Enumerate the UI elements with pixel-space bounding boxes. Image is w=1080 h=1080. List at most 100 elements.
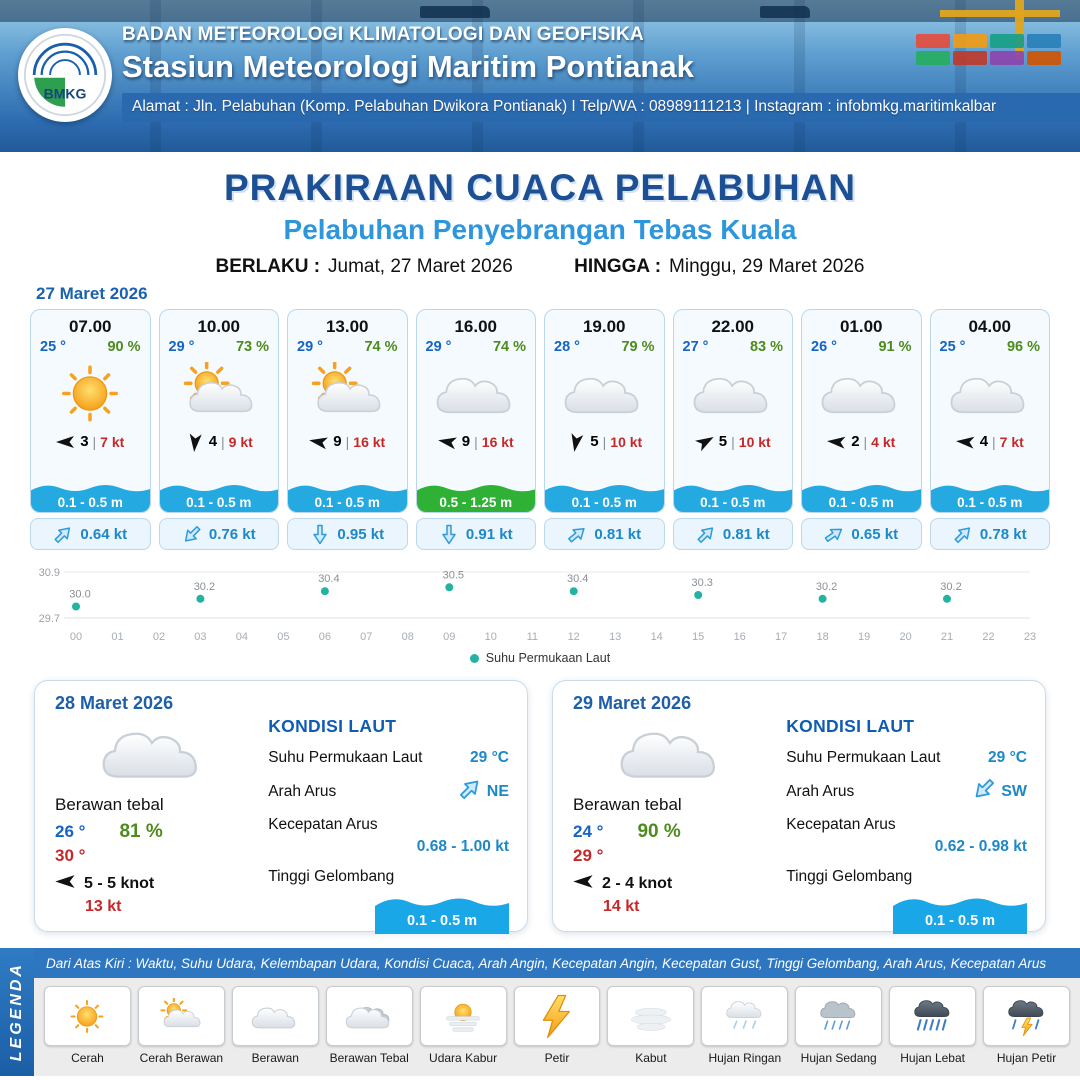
wave-height-label: Tinggi Gelombang xyxy=(786,868,913,885)
wind-row: 5 | 10 kt xyxy=(545,432,664,452)
legend-icon-overcast xyxy=(325,986,413,1046)
min-temperature: 24 ° xyxy=(573,822,604,841)
legend-item: Hujan Petir xyxy=(983,986,1070,1065)
wind-range: 5 - 5 knot xyxy=(84,875,155,892)
humidity: 79 % xyxy=(621,339,655,355)
wave-height-value: 0.1 - 0.5 m xyxy=(406,913,478,929)
svg-text:30.5: 30.5 xyxy=(443,569,464,581)
svg-text:00: 00 xyxy=(70,631,82,643)
current-direction-label: Arah Arus xyxy=(268,782,337,800)
svg-text:18: 18 xyxy=(816,631,828,643)
gust-speed: 9 kt xyxy=(228,433,253,450)
wave-height-band: 0.1 - 0.5 m xyxy=(801,479,921,512)
forecast-column: 10.00 29 ° 73 % 4 | 9 kt 0.1 - 0.5 m 0.76 … xyxy=(158,309,279,550)
legend-item: Hujan Lebat xyxy=(889,986,977,1065)
wind-arrow-icon xyxy=(571,432,584,452)
forecast-time: 13.00 xyxy=(325,317,369,336)
condition-label: Berawan tebal xyxy=(55,795,164,814)
separator: | xyxy=(731,433,735,450)
legend-icon-storm xyxy=(983,986,1070,1046)
station-name: Stasiun Meteorologi Maritim Pontianak xyxy=(122,49,694,84)
forecast-column: 13.00 29 ° 74 % 9 | 16 kt 0.1 - 0.5 m 0.95… xyxy=(287,309,408,550)
wind-speed: 4 xyxy=(979,433,989,450)
legend-icon-rain_light xyxy=(701,986,789,1046)
wind-row: 9 | 16 kt xyxy=(288,433,407,450)
legend-label: Kabut xyxy=(635,1051,667,1065)
gust-speed: 7 kt xyxy=(999,433,1024,450)
day-date: 29 Maret 2026 xyxy=(573,693,692,713)
wave-height-value: 0.1 - 0.5 m xyxy=(924,913,996,929)
legend-label: Cerah xyxy=(71,1051,104,1065)
wind-speed: 4 xyxy=(208,433,218,450)
gust-speed: 13 kt xyxy=(85,898,122,915)
wave-height-value: 0.1 - 0.5 m xyxy=(828,495,894,510)
legend-title-band: LEGENDA xyxy=(0,948,34,1076)
wave-icon xyxy=(801,485,921,512)
partly-weather-icon xyxy=(183,362,253,413)
separator: | xyxy=(92,433,97,450)
current-arrow-icon xyxy=(313,524,328,544)
current-speed: 0.81 kt xyxy=(594,525,642,543)
wave-height-band: 0.1 - 0.5 m xyxy=(30,479,150,512)
day-card-29: 29 Maret 2026 Berawan tebal 24 ° 90 % 29… xyxy=(552,680,1046,934)
svg-text:23: 23 xyxy=(1024,631,1036,643)
cloudy-weather-icon xyxy=(252,1007,296,1028)
wind-direction-icon xyxy=(55,874,77,894)
condition-label: Berawan tebal xyxy=(573,795,682,814)
svg-text:09: 09 xyxy=(443,631,455,643)
svg-text:30.4: 30.4 xyxy=(318,573,339,585)
humidity: 91 % xyxy=(878,339,912,355)
wave-icon xyxy=(673,485,793,512)
current-arrow-icon xyxy=(54,526,71,543)
bmkg-logo-icon: BMKG xyxy=(23,33,107,117)
legend-item: Udara Kabur xyxy=(419,986,507,1065)
wind-speed: 5 xyxy=(718,433,728,450)
separator: | xyxy=(863,433,868,450)
svg-text:12: 12 xyxy=(568,631,580,643)
wind-arrow-icon xyxy=(55,875,75,888)
weather-icon xyxy=(931,355,1050,431)
legend-item: Cerah xyxy=(44,986,131,1065)
current-arrow-icon xyxy=(975,778,995,798)
svg-text:21: 21 xyxy=(941,631,953,643)
legend-item: Kabut xyxy=(607,986,695,1065)
humidity: 96 % xyxy=(1006,339,1040,355)
humidity: 81 % xyxy=(119,821,163,842)
wave-height-graphic: 0.1 - 0.5 m xyxy=(375,892,509,934)
sst-label: Suhu Permukaan Laut xyxy=(786,749,941,766)
weather-icon xyxy=(31,355,150,431)
wave-icon xyxy=(893,898,1027,934)
legend-note: Dari Atas Kiri : Waktu, Suhu Udara, Kele… xyxy=(34,948,1080,978)
wave-height-band: 0.5 - 1.25 m xyxy=(416,479,536,512)
humidity: 73 % xyxy=(235,339,269,355)
hingga-label: HINGGA : xyxy=(574,256,662,277)
forecast-card: 01.00 26 ° 91 % 2 | 4 kt 0.1 - 0.5 m xyxy=(801,309,922,513)
wind-arrow-icon xyxy=(573,875,593,888)
legend-item: Hujan Ringan xyxy=(701,986,789,1065)
legend-label: Hujan Ringan xyxy=(708,1051,782,1065)
wind-speed: 9 xyxy=(333,433,342,450)
storm-weather-icon xyxy=(1007,999,1043,1036)
current-row: 0.91 kt xyxy=(415,518,536,550)
wave-height-band: 0.1 - 0.5 m xyxy=(673,479,793,512)
legend-item: Berawan xyxy=(231,986,319,1065)
legend-label: Petir xyxy=(544,1051,570,1065)
wave-height-value: 0.1 - 0.5 m xyxy=(186,495,252,510)
forecast-time: 10.00 xyxy=(197,317,241,336)
wave-height-label: Tinggi Gelombang xyxy=(268,868,395,885)
ship-illustration xyxy=(760,6,810,18)
wave-height-value: 0.1 - 0.5 m xyxy=(571,495,637,510)
humidity: 90 % xyxy=(107,339,141,355)
bmkg-logo: BMKG xyxy=(18,28,112,122)
wave-icon xyxy=(287,485,407,512)
humidity: 83 % xyxy=(749,339,783,355)
weather-icon xyxy=(160,355,279,431)
forecast-column: 04.00 25 ° 96 % 4 | 7 kt 0.1 - 0.5 m 0.78 … xyxy=(929,309,1050,550)
air-temperature: 29 ° xyxy=(425,339,452,355)
svg-text:04: 04 xyxy=(236,631,248,643)
current-speed: 0.78 kt xyxy=(979,525,1027,543)
gust-speed: 10 kt xyxy=(610,433,643,450)
svg-text:06: 06 xyxy=(319,631,331,643)
legend-label: Hujan Sedang xyxy=(800,1051,877,1065)
forecast-cards: 07.00 25 ° 90 % 3 | 7 kt 0.1 - 0.5 m 0.64 … xyxy=(0,309,1080,550)
